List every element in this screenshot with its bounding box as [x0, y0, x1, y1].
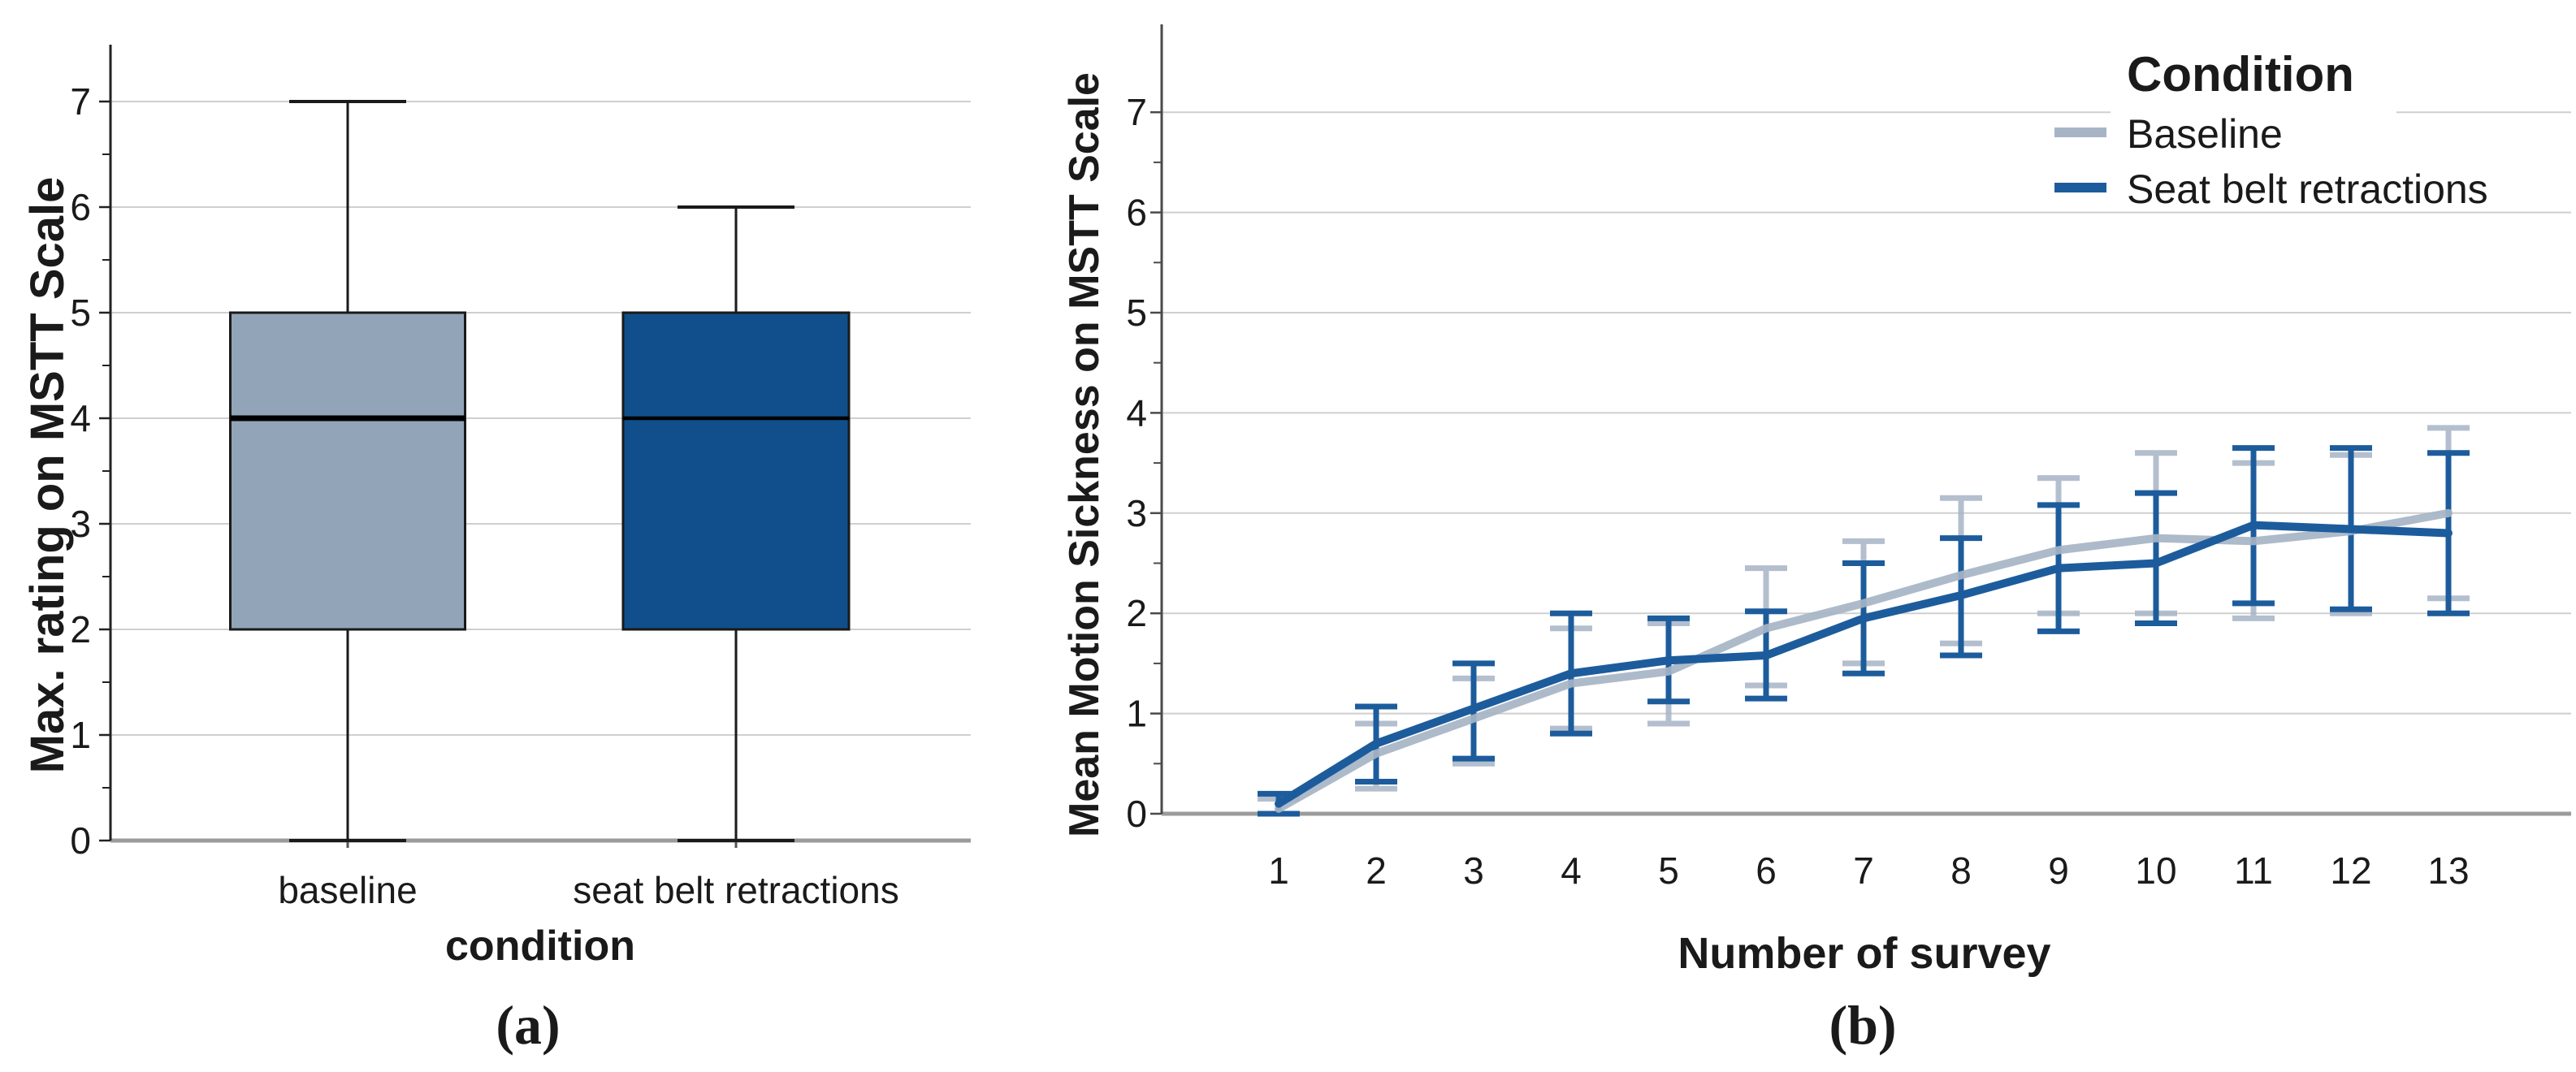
box-baseline — [229, 311, 466, 631]
y-tick-label: 7 — [70, 80, 91, 123]
x-tick-label: 8 — [1950, 849, 1972, 892]
x-tick-label: 3 — [1463, 849, 1484, 892]
x-tick-label: 5 — [1658, 849, 1679, 892]
y-tick-label: 3 — [1126, 492, 1147, 534]
y-tick-label: 2 — [1126, 592, 1147, 634]
legend: Condition Baseline Seat belt retractions — [2054, 31, 2488, 212]
y-tick-label: 0 — [70, 819, 91, 862]
boxplot-x-axis-title: condition — [445, 923, 635, 970]
x-tick-label: 2 — [1366, 849, 1387, 892]
y-tick-label: 4 — [1126, 391, 1147, 434]
y-tick-label: 6 — [1126, 192, 1147, 234]
boxplot-y-axis-title: Max. rating on MSTT Scale — [21, 177, 74, 774]
x-tick-label: 1 — [1268, 849, 1289, 892]
linechart-y-axis-title: Mean Motion Sickness on MSTT Scale — [1061, 72, 1108, 837]
x-category-label: seat belt retractions — [573, 869, 898, 911]
y-tick-label: 3 — [70, 503, 91, 545]
boxplot-boxes — [229, 100, 851, 842]
error-bars-seat-belt-retractions — [1258, 445, 2470, 817]
boxplot-tick-labels: 0 1 2 3 4 5 6 7 baseline seat belt retractions — [70, 80, 898, 911]
linechart-axes — [1150, 24, 2571, 816]
linechart-x-axis-title: Number of survey — [1678, 929, 2050, 978]
x-tick-label: 9 — [2048, 849, 2069, 892]
y-tick-label: 0 — [1126, 793, 1147, 835]
legend-title-backdrop — [2111, 31, 2396, 115]
series-line-baseline — [1275, 508, 2453, 813]
x-tick-label: 6 — [1756, 849, 1777, 892]
x-tick-label: 4 — [1561, 849, 1582, 892]
x-tick-label: 7 — [1853, 849, 1874, 892]
y-tick-label: 7 — [1126, 91, 1147, 133]
y-tick-label: 5 — [1126, 292, 1147, 334]
x-tick-label: 12 — [2330, 849, 2371, 892]
y-tick-label: 6 — [70, 186, 91, 228]
y-tick-label: 5 — [70, 292, 91, 334]
caption-b: (b) — [1829, 994, 1896, 1056]
x-tick-label: 13 — [2427, 849, 2469, 892]
x-tick-label: 11 — [2234, 849, 2273, 892]
x-tick-label: 10 — [2135, 849, 2176, 892]
legend-label-seat-belt-retractions: Seat belt retractions — [2127, 166, 2488, 212]
box-seat-belt-retractions — [621, 311, 851, 631]
linechart-gridlines — [1162, 111, 2571, 715]
boxplot-axes — [99, 45, 971, 848]
linechart-series — [1258, 425, 2470, 817]
legend-title: Condition — [2127, 47, 2354, 102]
legend-label-baseline: Baseline — [2127, 111, 2283, 157]
y-tick-label: 4 — [70, 397, 91, 439]
series-line-seat-belt-retractions — [1275, 521, 2453, 808]
y-tick-label: 2 — [70, 608, 91, 651]
caption-a: (a) — [496, 994, 560, 1056]
x-category-label: baseline — [278, 869, 417, 911]
y-tick-label: 1 — [1126, 693, 1147, 735]
y-tick-label: 1 — [70, 714, 91, 756]
